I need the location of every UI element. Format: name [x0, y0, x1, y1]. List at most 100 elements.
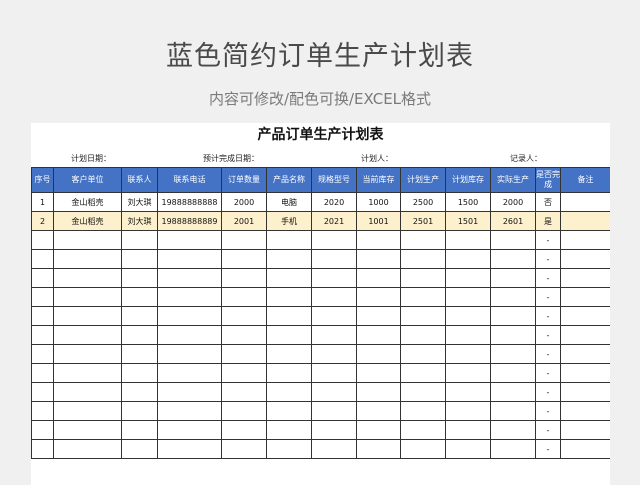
- table-cell[interactable]: -: [535, 268, 561, 288]
- table-cell[interactable]: [445, 287, 491, 307]
- table-cell[interactable]: [560, 230, 610, 250]
- table-cell[interactable]: [445, 230, 491, 250]
- table-cell[interactable]: [31, 401, 54, 421]
- table-cell[interactable]: [311, 382, 357, 402]
- table-cell[interactable]: [221, 306, 267, 326]
- table-cell[interactable]: [157, 268, 222, 288]
- table-cell[interactable]: [560, 325, 610, 345]
- table-cell[interactable]: [400, 439, 446, 459]
- table-cell[interactable]: [266, 420, 312, 440]
- table-cell[interactable]: [490, 344, 536, 364]
- table-cell[interactable]: [445, 401, 491, 421]
- table-cell[interactable]: [121, 363, 158, 383]
- table-cell[interactable]: [311, 230, 357, 250]
- table-cell[interactable]: [356, 439, 401, 459]
- table-cell[interactable]: [400, 325, 446, 345]
- table-cell[interactable]: [157, 344, 222, 364]
- table-cell[interactable]: [53, 249, 122, 269]
- table-cell[interactable]: -: [535, 439, 561, 459]
- table-cell[interactable]: [157, 363, 222, 383]
- table-cell[interactable]: [311, 268, 357, 288]
- table-cell[interactable]: [560, 363, 610, 383]
- table-cell[interactable]: [356, 306, 401, 326]
- table-cell[interactable]: [31, 249, 54, 269]
- table-cell[interactable]: [311, 306, 357, 326]
- table-cell[interactable]: [266, 268, 312, 288]
- table-cell[interactable]: [31, 268, 54, 288]
- table-cell[interactable]: [53, 287, 122, 307]
- table-cell[interactable]: [356, 249, 401, 269]
- table-cell[interactable]: [311, 325, 357, 345]
- table-cell[interactable]: [157, 325, 222, 345]
- table-cell[interactable]: [490, 401, 536, 421]
- table-cell[interactable]: [221, 401, 267, 421]
- table-cell[interactable]: 1001: [356, 211, 401, 231]
- table-cell[interactable]: [560, 211, 610, 231]
- table-cell[interactable]: [400, 420, 446, 440]
- table-cell[interactable]: [490, 382, 536, 402]
- table-cell[interactable]: [560, 192, 610, 212]
- table-cell[interactable]: 2020: [311, 192, 357, 212]
- table-cell[interactable]: [356, 401, 401, 421]
- table-cell[interactable]: [400, 268, 446, 288]
- table-cell[interactable]: [445, 439, 491, 459]
- table-cell[interactable]: [121, 230, 158, 250]
- table-cell[interactable]: [221, 382, 267, 402]
- table-cell[interactable]: [560, 287, 610, 307]
- table-cell[interactable]: [400, 382, 446, 402]
- table-cell[interactable]: [266, 382, 312, 402]
- table-cell[interactable]: [311, 344, 357, 364]
- table-cell[interactable]: [157, 287, 222, 307]
- table-cell[interactable]: 2501: [400, 211, 446, 231]
- table-cell[interactable]: [445, 382, 491, 402]
- table-cell[interactable]: 1500: [445, 192, 491, 212]
- table-cell[interactable]: [356, 268, 401, 288]
- table-cell[interactable]: -: [535, 306, 561, 326]
- table-cell[interactable]: [560, 401, 610, 421]
- table-cell[interactable]: [53, 363, 122, 383]
- table-cell[interactable]: 金山稻壳: [53, 211, 122, 231]
- table-cell[interactable]: [53, 344, 122, 364]
- table-cell[interactable]: 2500: [400, 192, 446, 212]
- table-cell[interactable]: [266, 439, 312, 459]
- table-cell[interactable]: [31, 363, 54, 383]
- table-cell[interactable]: [400, 344, 446, 364]
- table-cell[interactable]: [266, 249, 312, 269]
- table-cell[interactable]: 刘大琪: [121, 211, 158, 231]
- table-cell[interactable]: -: [535, 363, 561, 383]
- table-cell[interactable]: 手机: [266, 211, 312, 231]
- table-cell[interactable]: [31, 382, 54, 402]
- table-cell[interactable]: [490, 420, 536, 440]
- table-cell[interactable]: [221, 439, 267, 459]
- table-cell[interactable]: [490, 363, 536, 383]
- table-cell[interactable]: 2001: [221, 211, 267, 231]
- table-cell[interactable]: [221, 268, 267, 288]
- table-cell[interactable]: [53, 420, 122, 440]
- table-cell[interactable]: [31, 230, 54, 250]
- table-cell[interactable]: [266, 287, 312, 307]
- table-cell[interactable]: [221, 420, 267, 440]
- table-cell[interactable]: [560, 439, 610, 459]
- table-cell[interactable]: [266, 325, 312, 345]
- table-cell[interactable]: [266, 230, 312, 250]
- table-cell[interactable]: [560, 268, 610, 288]
- table-cell[interactable]: [53, 439, 122, 459]
- table-cell[interactable]: [31, 325, 54, 345]
- table-cell[interactable]: [221, 344, 267, 364]
- table-cell[interactable]: 电脑: [266, 192, 312, 212]
- table-cell[interactable]: [490, 230, 536, 250]
- table-cell[interactable]: [31, 287, 54, 307]
- table-cell[interactable]: [311, 401, 357, 421]
- table-cell[interactable]: -: [535, 325, 561, 345]
- table-cell[interactable]: [400, 230, 446, 250]
- table-cell[interactable]: -: [535, 287, 561, 307]
- table-cell[interactable]: 2: [31, 211, 54, 231]
- table-cell[interactable]: [53, 325, 122, 345]
- table-cell[interactable]: [157, 230, 222, 250]
- table-cell[interactable]: [400, 306, 446, 326]
- table-cell[interactable]: [157, 306, 222, 326]
- table-cell[interactable]: [356, 344, 401, 364]
- table-cell[interactable]: [560, 344, 610, 364]
- table-cell[interactable]: [121, 249, 158, 269]
- table-cell[interactable]: [121, 439, 158, 459]
